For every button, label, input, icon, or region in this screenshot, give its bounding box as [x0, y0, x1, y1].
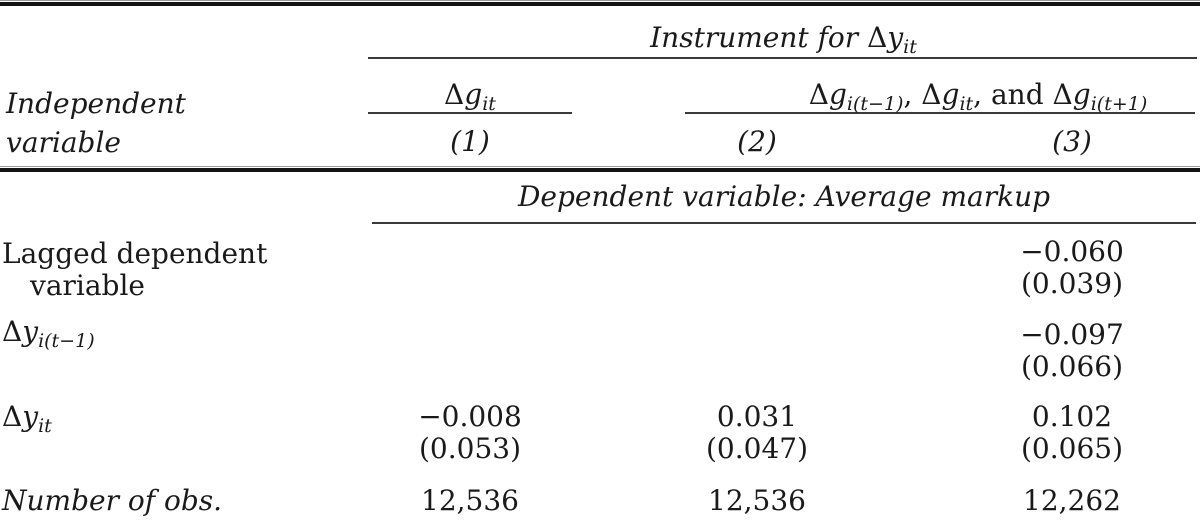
math-subscript: i(t−1) [846, 93, 904, 115]
separator: , [903, 78, 922, 111]
math-subscript: it [903, 36, 917, 58]
math-subscript: it [38, 415, 52, 437]
delta-symbol: Δ [1052, 78, 1073, 111]
group2-rule [685, 112, 1195, 114]
group1-rule [368, 112, 572, 114]
math-var: g [941, 78, 960, 111]
cell-dylag-c3-se: (0.066) [1020, 350, 1123, 383]
delta-symbol: Δ [867, 21, 888, 54]
instrument-header-text: Instrument for [650, 21, 868, 54]
cell-nobs-c3: 12,262 [1023, 484, 1121, 517]
delta-symbol: Δ [808, 78, 829, 111]
math-var: g [828, 78, 847, 111]
top-rule [0, 2, 1200, 6]
cell-dy-c2-se: (0.047) [705, 432, 808, 465]
cell-dy-c3-se: (0.065) [1020, 432, 1123, 465]
cell-dy-c2-coef: 0.031 [716, 400, 798, 433]
instrument-header-rule [368, 57, 1197, 59]
cell-lagged-c3-coef: −0.060 [1020, 235, 1124, 268]
math-subscript: i(t+1) [1090, 93, 1148, 115]
cell-dy-c3-coef: 0.102 [1031, 400, 1113, 433]
mid-rule-hairline [0, 166, 1200, 167]
column-number-2: (2) [737, 125, 777, 158]
math-var: y [22, 400, 39, 433]
delta-symbol: Δ [2, 315, 23, 348]
delta-symbol: Δ [444, 78, 465, 111]
top-rule-hairline [0, 0, 1200, 1]
mid-rule [0, 168, 1200, 172]
cell-lagged-c3-se: (0.039) [1020, 267, 1123, 300]
column-number-1: (1) [450, 125, 490, 158]
separator: , and [973, 78, 1053, 111]
instrument-header: Instrument for Δyit [370, 21, 1197, 57]
row-nobs-label: Number of obs. [2, 484, 223, 517]
row-label-header-line1: Independent [6, 87, 186, 120]
cell-dy-c1-se: (0.053) [418, 432, 521, 465]
math-subscript: i(t−1) [38, 330, 95, 352]
math-var: g [464, 78, 483, 111]
cell-nobs-c2: 12,536 [708, 484, 806, 517]
cell-dy-c1-coef: −0.008 [418, 400, 522, 433]
row-dylag-label: Δyi(t−1) [2, 315, 95, 351]
delta-symbol: Δ [2, 400, 23, 433]
row-dy-label: Δyit [2, 400, 52, 436]
depvar-header: Dependent variable: Average markup [517, 180, 1051, 213]
math-var: g [1072, 78, 1091, 111]
cell-dylag-c3-coef: −0.097 [1020, 318, 1124, 351]
column-number-3: (3) [1052, 125, 1092, 158]
math-subscript: it [959, 93, 974, 115]
group1-header: Δgit [368, 78, 572, 114]
depvar-header-rule [372, 222, 1196, 224]
math-var: y [22, 315, 39, 348]
delta-symbol: Δ [921, 78, 942, 111]
row-label-header-line2: variable [6, 126, 121, 159]
group2-header: Δgi(t−1), Δgit, and Δgi(t+1) [748, 78, 1200, 114]
cell-nobs-c1: 12,536 [421, 484, 519, 517]
math-subscript: it [482, 93, 496, 115]
math-var: y [887, 21, 904, 54]
row-lagged-label-line2: variable [30, 269, 145, 302]
row-lagged-label-line1: Lagged dependent [2, 237, 268, 270]
